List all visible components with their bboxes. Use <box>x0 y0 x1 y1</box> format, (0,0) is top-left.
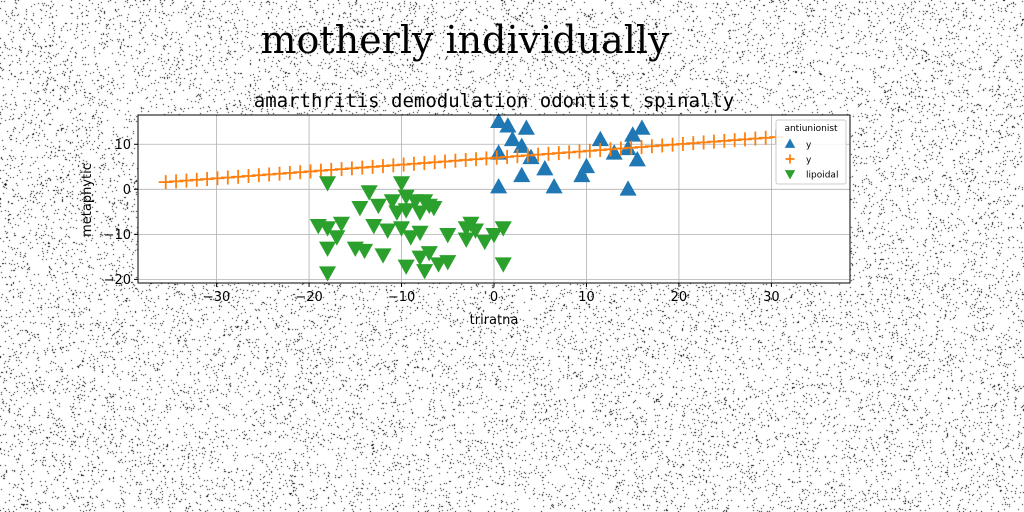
x-tick-label: 20 <box>671 290 688 305</box>
triangle-up-point <box>536 160 554 176</box>
triangle-down-point <box>319 241 337 257</box>
legend-marker-triangle-down <box>784 170 796 180</box>
triangle-down-point <box>466 223 485 239</box>
triangle-up-point <box>517 119 535 135</box>
x-tick-label: −30 <box>203 290 230 305</box>
legend-marker-triangle-up <box>784 138 796 148</box>
triangle-down-point <box>319 221 337 237</box>
triangle-down-point <box>379 223 397 239</box>
y-tick-label: 10 <box>114 138 131 153</box>
legend-entry-label: y <box>806 156 812 166</box>
triangle-down-point <box>457 232 475 248</box>
triangle-up-point <box>513 166 531 183</box>
triangle-down-point <box>439 228 457 244</box>
triangle-down-point <box>425 201 443 217</box>
legend-entry-label: lipoidal <box>806 171 838 181</box>
triangle-up-point <box>499 117 517 133</box>
triangle-up-point <box>490 144 508 160</box>
triangle-down-point <box>360 185 378 201</box>
triangle-down-point <box>476 234 494 251</box>
triangle-down-point <box>388 205 406 221</box>
axis-ticks: −30 −20 −10 0 10 20 30 −20 −10 0 10 <box>104 138 780 305</box>
series-2 <box>309 176 512 282</box>
triangle-down-point <box>429 257 448 273</box>
triangle-down-point <box>397 189 415 206</box>
triangle-down-point <box>332 216 350 233</box>
triangle-up-point <box>573 166 591 183</box>
triangle-down-point <box>369 198 387 215</box>
y-tick-label: −10 <box>104 228 131 243</box>
triangle-up-point <box>591 130 609 147</box>
triangle-down-point <box>383 194 401 210</box>
triangle-up-point <box>490 112 508 129</box>
triangle-up-point <box>624 126 642 142</box>
triangle-down-point <box>411 205 429 221</box>
triangle-down-point <box>355 243 374 260</box>
x-tick-label: −10 <box>388 290 415 305</box>
legend-box <box>775 119 847 185</box>
triangle-down-point <box>365 219 383 235</box>
legend-entry-label: y <box>806 141 812 151</box>
triangle-down-point <box>319 266 337 282</box>
x-tick-label: 0 <box>490 290 498 305</box>
triangle-down-point <box>392 221 411 237</box>
triangle-up-point <box>633 119 651 135</box>
legend: antiunionist yy lipoidal <box>775 119 847 185</box>
chart-title: amarthritis demodulation odontist spinal… <box>254 90 734 112</box>
triangle-down-point <box>328 230 346 246</box>
triangle-down-point <box>420 246 438 262</box>
x-tick-label: 30 <box>763 290 780 305</box>
triangle-down-point <box>374 248 392 264</box>
triangle-down-point <box>319 176 337 192</box>
triangle-down-point <box>411 225 429 242</box>
triangle-down-point <box>485 228 503 244</box>
series-0 <box>490 112 651 196</box>
triangle-up-point <box>513 137 531 153</box>
triangle-down-point <box>494 221 512 237</box>
triangle-down-point <box>402 230 420 246</box>
triangle-up-point <box>522 148 540 165</box>
y-tick-label: 0 <box>123 183 131 198</box>
x-tick-label: 10 <box>578 290 595 305</box>
triangle-up-point <box>545 178 563 194</box>
triangle-down-point <box>416 264 434 280</box>
y-tick-label: −20 <box>104 273 131 288</box>
triangle-up-point <box>619 180 637 196</box>
legend-title: antiunionist <box>784 124 838 134</box>
legend-marker-plus <box>785 154 795 164</box>
triangle-up-point <box>490 178 508 194</box>
x-tick-label: −20 <box>295 290 322 305</box>
x-axis-label: triratna <box>470 313 519 328</box>
series-1 <box>158 130 784 190</box>
triangle-down-point <box>494 257 512 273</box>
data-marks <box>158 112 784 282</box>
triangle-up-point <box>503 130 522 147</box>
y-axis-label: metaphytic <box>80 163 95 237</box>
triangle-down-point <box>392 176 411 192</box>
triangle-down-point <box>411 250 429 266</box>
triangle-up-point <box>628 151 646 167</box>
triangle-down-point <box>397 259 415 275</box>
figure-suptitle: motherly individually <box>260 18 670 62</box>
triangle-down-point <box>351 201 369 217</box>
